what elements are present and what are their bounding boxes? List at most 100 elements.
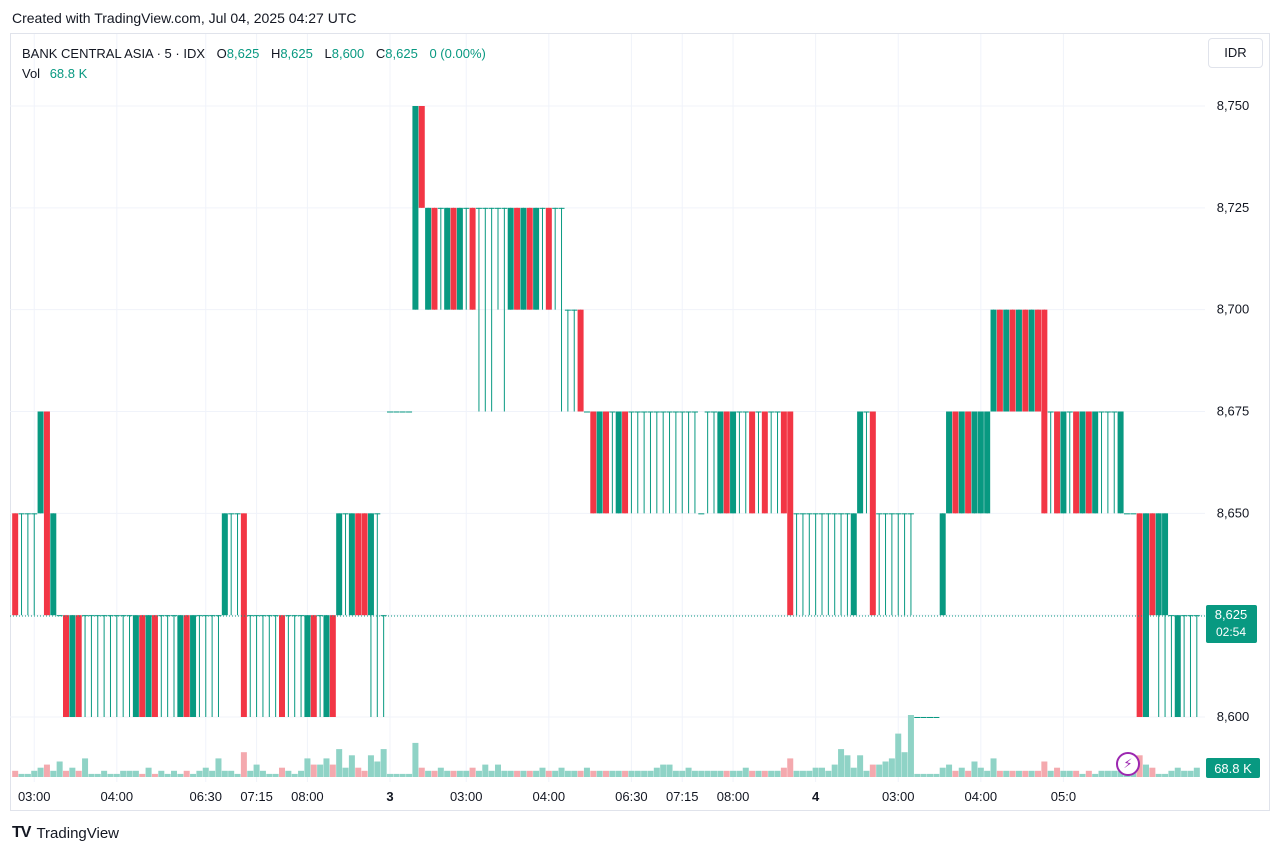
volume-bar: [310, 764, 317, 777]
candle-body: [507, 207, 514, 310]
candle-body: [761, 411, 768, 514]
candle-body: [1060, 411, 1067, 514]
chart-pane[interactable]: [10, 33, 1270, 811]
candle-body: [869, 411, 876, 616]
volume-bar: [132, 770, 139, 777]
candle-body: [755, 411, 762, 413]
tradingview-brand[interactable]: TV TradingView: [12, 824, 119, 842]
candle-body: [501, 207, 508, 209]
candle-body: [1174, 615, 1181, 717]
volume-bar: [113, 773, 120, 777]
volume-bar: [730, 770, 737, 777]
candle-body: [888, 513, 895, 515]
candle-body: [450, 207, 457, 310]
last-volume-label: 68.8 K: [1214, 761, 1252, 776]
candle-body: [990, 309, 997, 412]
candle-body: [749, 411, 756, 514]
volume-bar: [1009, 770, 1016, 777]
candle-body: [177, 615, 184, 717]
volume-bar: [1104, 770, 1111, 777]
volume-bar: [806, 770, 813, 777]
currency-button[interactable]: IDR: [1208, 38, 1263, 68]
candle-body: [393, 411, 400, 413]
volume-bar: [1041, 761, 1048, 777]
candle-body: [310, 615, 317, 717]
volume-bar: [266, 773, 273, 777]
volume-bar: [819, 767, 825, 777]
volume-bar: [977, 767, 984, 777]
volume-bar: [971, 761, 978, 777]
volume-bar: [24, 773, 31, 777]
volume-bar: [456, 770, 463, 777]
volume-bar: [139, 773, 146, 777]
volume-bar: [1181, 770, 1188, 777]
lightning-icon[interactable]: ⚡: [1116, 752, 1140, 776]
volume-bar: [666, 764, 673, 777]
candle-body: [387, 411, 393, 413]
candle-body: [145, 615, 152, 717]
candle-body: [857, 411, 864, 514]
time-tick-label: 03:00: [18, 789, 51, 804]
volume-bar: [641, 770, 648, 777]
candle-body: [1079, 411, 1086, 514]
candle-body: [819, 513, 825, 515]
volume-bar: [946, 764, 953, 777]
volume-bar: [958, 767, 965, 777]
candle-body: [1009, 309, 1016, 412]
candle-body: [927, 717, 933, 718]
candle-body: [590, 411, 597, 514]
volume-bar: [1155, 773, 1162, 777]
candle-body: [520, 207, 527, 310]
time-tick-label: 3: [386, 789, 393, 804]
volume-bar: [151, 773, 158, 777]
candle-body: [901, 513, 908, 515]
volume-bar: [177, 773, 184, 777]
volume-bar: [857, 755, 864, 777]
candle-body: [933, 717, 940, 718]
symbol-title[interactable]: BANK CENTRAL ASIA · 5 · IDX: [22, 46, 206, 61]
candle-body: [685, 411, 692, 413]
candle-body: [215, 615, 222, 617]
volume-bar: [564, 770, 571, 777]
high-label: H: [270, 46, 281, 61]
price-candles: [12, 106, 1200, 718]
candle-body: [482, 207, 489, 209]
volume-bar: [63, 770, 69, 777]
volume-bars: [12, 715, 1200, 777]
volume-bar: [622, 770, 629, 777]
candle-body: [463, 207, 470, 209]
candle-body: [63, 615, 69, 717]
candle-body: [615, 411, 622, 514]
volume-bar: [82, 758, 89, 777]
candle-body: [577, 309, 584, 412]
chart-caption: Created with TradingView.com, Jul 04, 20…: [12, 10, 357, 26]
volume-bar: [171, 770, 177, 777]
volume-bar: [380, 749, 387, 777]
candle-body: [1117, 411, 1124, 514]
candle-body: [380, 615, 387, 617]
volume-bar: [361, 770, 368, 777]
candle-body: [291, 615, 298, 617]
candle-body: [799, 513, 806, 515]
volume-bar: [577, 770, 584, 777]
volume-bar: [1047, 770, 1054, 777]
volume-bar: [1085, 770, 1092, 777]
volume-bar: [190, 773, 197, 777]
volume-bar: [1054, 767, 1061, 777]
time-tick-label: 06:30: [189, 789, 222, 804]
candle-body: [730, 411, 737, 514]
volume-bar: [698, 770, 705, 777]
candle-body: [939, 513, 946, 616]
price-tick-label: 8,700: [1217, 302, 1250, 317]
candle-body: [647, 411, 654, 413]
candle-body: [361, 513, 368, 616]
volume-bar: [75, 770, 82, 777]
volume-bar: [552, 770, 559, 777]
low-value: 8,600: [331, 46, 365, 61]
price-tick-label: 8,750: [1217, 98, 1250, 113]
candle-body: [564, 309, 571, 311]
volume-bar: [348, 755, 355, 777]
volume-bar: [628, 770, 635, 777]
volume-bar: [399, 773, 406, 777]
